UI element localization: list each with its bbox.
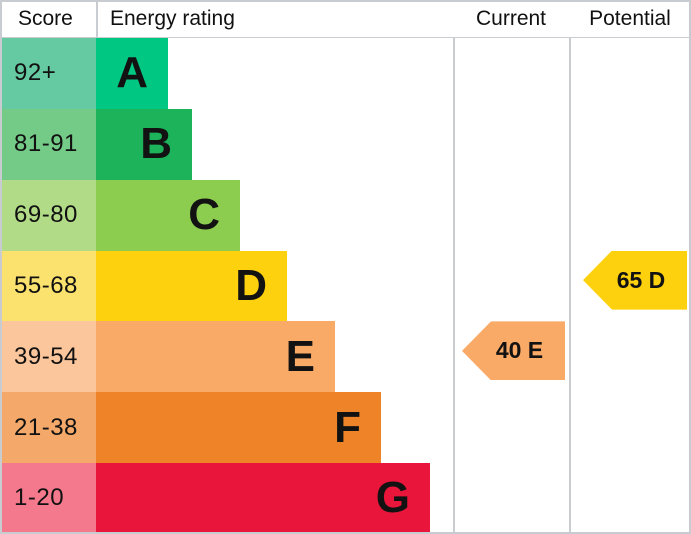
rating-bar: G	[96, 463, 430, 534]
band-letter: F	[334, 402, 361, 452]
header-energy-rating: Energy rating	[110, 6, 235, 30]
score-range-cell: 55-68	[0, 250, 96, 322]
score-range-cell: 69-80	[0, 179, 96, 251]
current-rating-label: 40 E	[495, 337, 544, 364]
band-rows-container: 92+ A 81-91 B 69-80 C 55-68 D 39-54 E 21…	[0, 38, 691, 534]
rating-bar: F	[96, 392, 381, 464]
current-column-divider	[453, 0, 455, 534]
header-current: Current	[475, 6, 547, 30]
band-row-e: 39-54 E	[0, 321, 691, 393]
band-letter: D	[235, 260, 267, 310]
rating-bar: E	[96, 321, 335, 393]
score-range-cell: 21-38	[0, 392, 96, 464]
band-letter: E	[285, 331, 315, 381]
rating-bar: D	[96, 250, 287, 322]
score-range-cell: 81-91	[0, 108, 96, 180]
table-header-row: Score Energy rating Current Potential	[0, 0, 691, 38]
header-potential: Potential	[589, 6, 671, 30]
rating-bar: B	[96, 108, 192, 180]
header-score: Score	[18, 6, 73, 30]
band-row-f: 21-38 F	[0, 392, 691, 464]
potential-rating-label: 65 D	[616, 266, 666, 293]
band-row-g: 1-20 G	[0, 463, 691, 534]
band-row-b: 81-91 B	[0, 108, 691, 180]
rating-bar: C	[96, 179, 240, 251]
band-row-d: 55-68 D	[0, 250, 691, 322]
band-row-c: 69-80 C	[0, 179, 691, 251]
band-row-a: 92+ A	[0, 38, 691, 109]
band-letter: C	[188, 190, 220, 240]
score-range-cell: 39-54	[0, 321, 96, 393]
header-column-divider	[96, 0, 98, 37]
score-range-cell: 1-20	[0, 463, 96, 534]
band-letter: A	[116, 48, 148, 98]
score-range-cell: 92+	[0, 38, 96, 109]
band-letter: G	[375, 473, 410, 523]
band-letter: B	[140, 119, 172, 169]
potential-column-divider	[569, 0, 571, 534]
rating-bar: A	[96, 38, 168, 109]
